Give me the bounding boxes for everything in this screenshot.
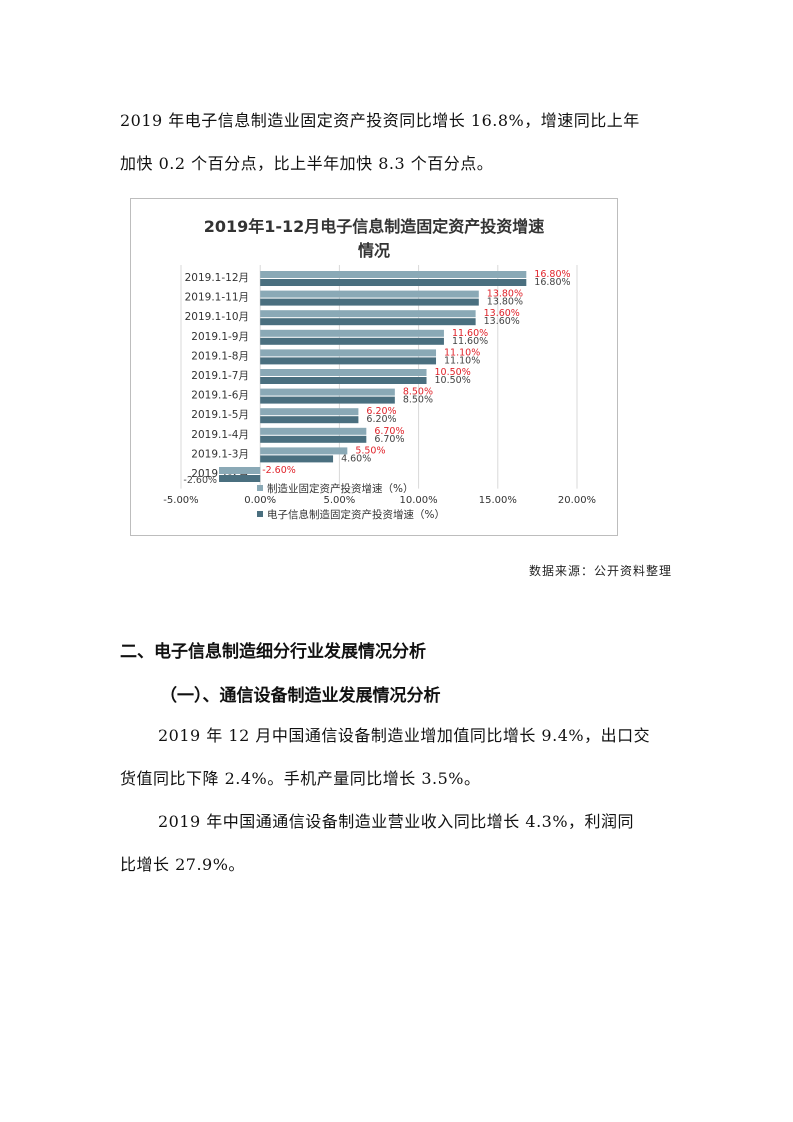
data-label: 13.80% [487, 289, 523, 300]
chart-container: 2019年1-12月电子信息制造固定资产投资增速 情况 -5.00% 0.00% 5… [130, 198, 618, 536]
x-tick-label: 0.00% [244, 495, 276, 506]
category-label: 2019.1-6月 [191, 390, 249, 402]
data-label: 13.60% [484, 316, 520, 327]
intro-line-1: 2019 年电子信息制造业固定资产投资同比增长 16.8%，增速同比上年 [120, 111, 640, 130]
bar [260, 416, 359, 424]
data-source-note: 数据来源：公开资料整理 [528, 564, 672, 578]
data-label: 16.80% [534, 277, 570, 288]
data-label: 11.10% [444, 347, 480, 358]
category-label: 2019.1-8月 [191, 350, 249, 362]
bar [260, 408, 359, 416]
bar [260, 337, 444, 345]
data-label: 13.80% [487, 297, 523, 308]
bar [219, 467, 261, 474]
data-label: 8.50% [403, 395, 433, 406]
data-label: 8.50% [403, 387, 433, 398]
category-label: 2019.1-4月 [191, 429, 249, 441]
bar [260, 447, 348, 455]
bar [260, 271, 527, 278]
category-label: 2019.1-12月 [185, 272, 249, 284]
category-label: 2019.1-9月 [191, 331, 249, 343]
bar-chart: -5.00% 0.00% 5.00% 10.00% 15.00% 20.00% 2019.1… [163, 265, 596, 521]
x-tick-label: 10.00% [400, 495, 438, 506]
data-label: 16.80% [534, 269, 570, 280]
bar [260, 388, 395, 396]
bar [260, 298, 479, 306]
legend-swatch [257, 485, 263, 491]
data-label: 6.70% [374, 426, 404, 437]
telecom-para-1-line-2: 货值同比下降 2.4%。手机产量同比增长 3.5%。 [120, 769, 481, 788]
bar [260, 369, 427, 376]
bar [260, 318, 476, 326]
data-label: 11.60% [452, 328, 488, 339]
bar [219, 475, 261, 482]
data-label: 6.70% [374, 434, 404, 445]
x-tick-label: -5.00% [163, 495, 198, 506]
bar [260, 455, 334, 463]
category-label: 2019.1-7月 [191, 370, 249, 382]
bar [260, 435, 367, 443]
data-label: 11.60% [452, 336, 488, 347]
category-label: 2019.1-11月 [185, 292, 249, 304]
bar [260, 349, 437, 357]
telecom-para-1-line-1: 2019 年 12 月中国通信设备制造业增加值同比增长 9.4%，出口交 [158, 726, 651, 745]
legend-label: 电子信息制造固定资产投资增速（%） [267, 508, 445, 521]
intro-line-2: 加快 0.2 个百分点，比上半年加快 8.3 个百分点。 [120, 154, 494, 173]
legend-swatch [257, 511, 263, 517]
legend-label: 制造业固定资产投资增速（%） [267, 482, 413, 495]
bar [260, 377, 427, 384]
data-label: 11.10% [444, 355, 480, 366]
chart-title-line-2: 情况 [357, 241, 390, 260]
bar [260, 329, 444, 337]
data-label: 6.20% [366, 406, 396, 417]
category-label: 2019.1-5月 [191, 409, 249, 421]
chart-title-line-1: 2019年1-12月电子信息制造固定资产投资增速 [203, 217, 545, 236]
bar [260, 396, 395, 404]
data-label: -2.60% [183, 475, 217, 486]
bar [260, 427, 367, 435]
bar [260, 290, 479, 298]
x-tick-label: 20.00% [558, 495, 596, 506]
data-label: 10.50% [435, 375, 471, 386]
category-label: 2019.1-3月 [191, 448, 249, 460]
data-label: 6.20% [366, 414, 396, 425]
data-label: 13.60% [484, 308, 520, 319]
bar [260, 310, 476, 318]
x-tick-label: 15.00% [479, 495, 517, 506]
subsection-heading: （一）、通信设备制造业发展情况分析 [160, 686, 441, 706]
data-label: -2.60% [262, 465, 296, 476]
section-heading: 二、电子信息制造细分行业发展情况分析 [120, 642, 426, 662]
data-label: 4.60% [341, 453, 371, 464]
telecom-para-2-line-1: 2019 年中国通通信设备制造业营业收入同比增长 4.3%，利润同 [158, 812, 635, 831]
bar [260, 279, 527, 286]
telecom-para-2-line-2: 比增长 27.9%。 [120, 855, 245, 874]
category-label: 2019.1-10月 [185, 311, 249, 323]
bar [260, 357, 437, 365]
x-tick-label: 5.00% [324, 495, 356, 506]
data-label: 10.50% [435, 367, 471, 378]
data-label: 5.50% [355, 445, 385, 456]
